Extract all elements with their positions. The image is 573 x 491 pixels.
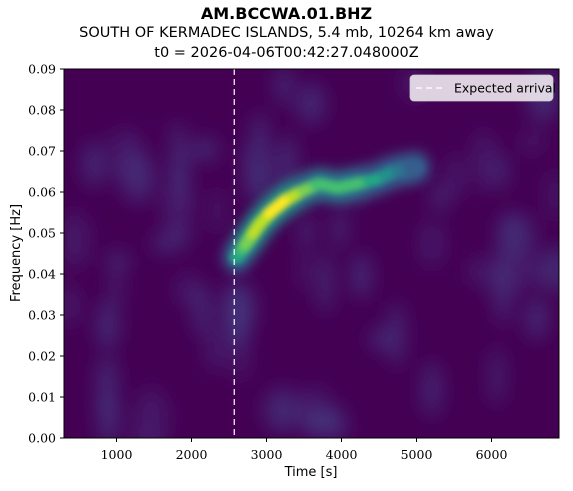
- y-tick-label: 0.03: [28, 308, 56, 323]
- noise-blob: [467, 255, 491, 288]
- legend: Expected arrival: [409, 74, 556, 102]
- noise-blob: [175, 272, 201, 307]
- chart-subtitle-origin-time: t0 = 2026-04-06T00:42:27.048000Z: [154, 45, 419, 61]
- noise-blob: [319, 405, 344, 433]
- noise-blob: [220, 282, 256, 338]
- noise-blob: [117, 139, 144, 203]
- noise-blob: [96, 355, 118, 417]
- noise-blob: [264, 387, 300, 433]
- noise-blob: [331, 210, 347, 248]
- y-tick-label: 0.06: [28, 185, 56, 200]
- noise-blob: [350, 253, 372, 298]
- y-tick-label: 0.09: [28, 62, 56, 77]
- noise-blob: [64, 211, 91, 269]
- y-tick-label: 0.07: [28, 144, 56, 159]
- x-tick-label: 6000: [476, 447, 508, 462]
- plot-frame: [63, 68, 560, 439]
- y-tick-label: 0.00: [28, 431, 56, 446]
- noise-blob: [107, 270, 125, 308]
- noise-blob: [190, 138, 219, 162]
- noise-blob: [210, 187, 225, 235]
- chart-title: AM.BCCWA.01.BHZ: [200, 4, 373, 23]
- noise-blob: [133, 388, 169, 438]
- x-tick-label: 5000: [401, 447, 433, 462]
- dispersion-ridge-core: [229, 161, 424, 264]
- noise-blob: [82, 142, 106, 187]
- noise-blob: [275, 69, 293, 105]
- noise-blob: [471, 130, 497, 191]
- noise-blob: [161, 175, 195, 238]
- y-tick-label: 0.05: [28, 226, 56, 241]
- noise-blob: [96, 300, 119, 351]
- noise-blob: [419, 220, 445, 267]
- x-tick-label: 1000: [101, 447, 133, 462]
- noise-blob: [153, 232, 173, 254]
- noise-blob: [204, 325, 230, 371]
- noise-blob: [107, 251, 129, 272]
- noise-blob: [505, 252, 539, 292]
- y-tick-label: 0.01: [28, 390, 56, 405]
- noise-blob: [422, 362, 442, 417]
- noise-blob: [370, 327, 391, 351]
- noise-blob: [494, 153, 508, 190]
- x-axis-ticks: 1000 2000 3000 4000 5000 6000: [101, 438, 508, 462]
- noise-blob: [499, 214, 514, 242]
- noise-blob: [242, 139, 274, 183]
- x-tick-label: 3000: [251, 447, 283, 462]
- noise-blob: [251, 114, 268, 150]
- noise-blob: [546, 170, 559, 220]
- noise-blob: [432, 182, 448, 213]
- noise-blob: [525, 297, 549, 340]
- noise-blob: [490, 347, 503, 405]
- y-axis-label: Frequency [Hz]: [9, 204, 24, 302]
- noise-blob: [299, 245, 312, 293]
- x-tick-label: 4000: [326, 447, 358, 462]
- legend-box: [409, 74, 554, 102]
- plot-background: [64, 69, 559, 438]
- y-tick-label: 0.04: [28, 267, 56, 282]
- y-axis-ticks: 0.00 0.01 0.02 0.03 0.04 0.05 0.06 0.07 0.08 0.09: [28, 62, 64, 446]
- noise-blob: [445, 153, 465, 200]
- background-noise-layer: [64, 69, 559, 438]
- noise-blob: [537, 246, 559, 293]
- noise-blob: [193, 284, 211, 337]
- noise-blob: [521, 129, 544, 154]
- y-tick-label: 0.08: [28, 103, 56, 118]
- chart-subtitle-event: SOUTH OF KERMADEC ISLANDS, 5.4 mb, 10264…: [79, 25, 494, 41]
- noise-blob: [131, 425, 159, 438]
- x-tick-label: 2000: [176, 447, 208, 462]
- noise-blob: [388, 302, 405, 367]
- ridge-core-point: [409, 161, 424, 174]
- noise-blob: [317, 252, 333, 313]
- noise-blob: [299, 215, 315, 247]
- noise-blob: [494, 295, 513, 327]
- noise-blob: [296, 83, 326, 124]
- x-axis-label: Time [s]: [284, 465, 338, 480]
- noise-blob: [64, 285, 81, 325]
- y-tick-label: 0.02: [28, 349, 56, 364]
- legend-label-expected-arrival: Expected arrival: [454, 81, 556, 96]
